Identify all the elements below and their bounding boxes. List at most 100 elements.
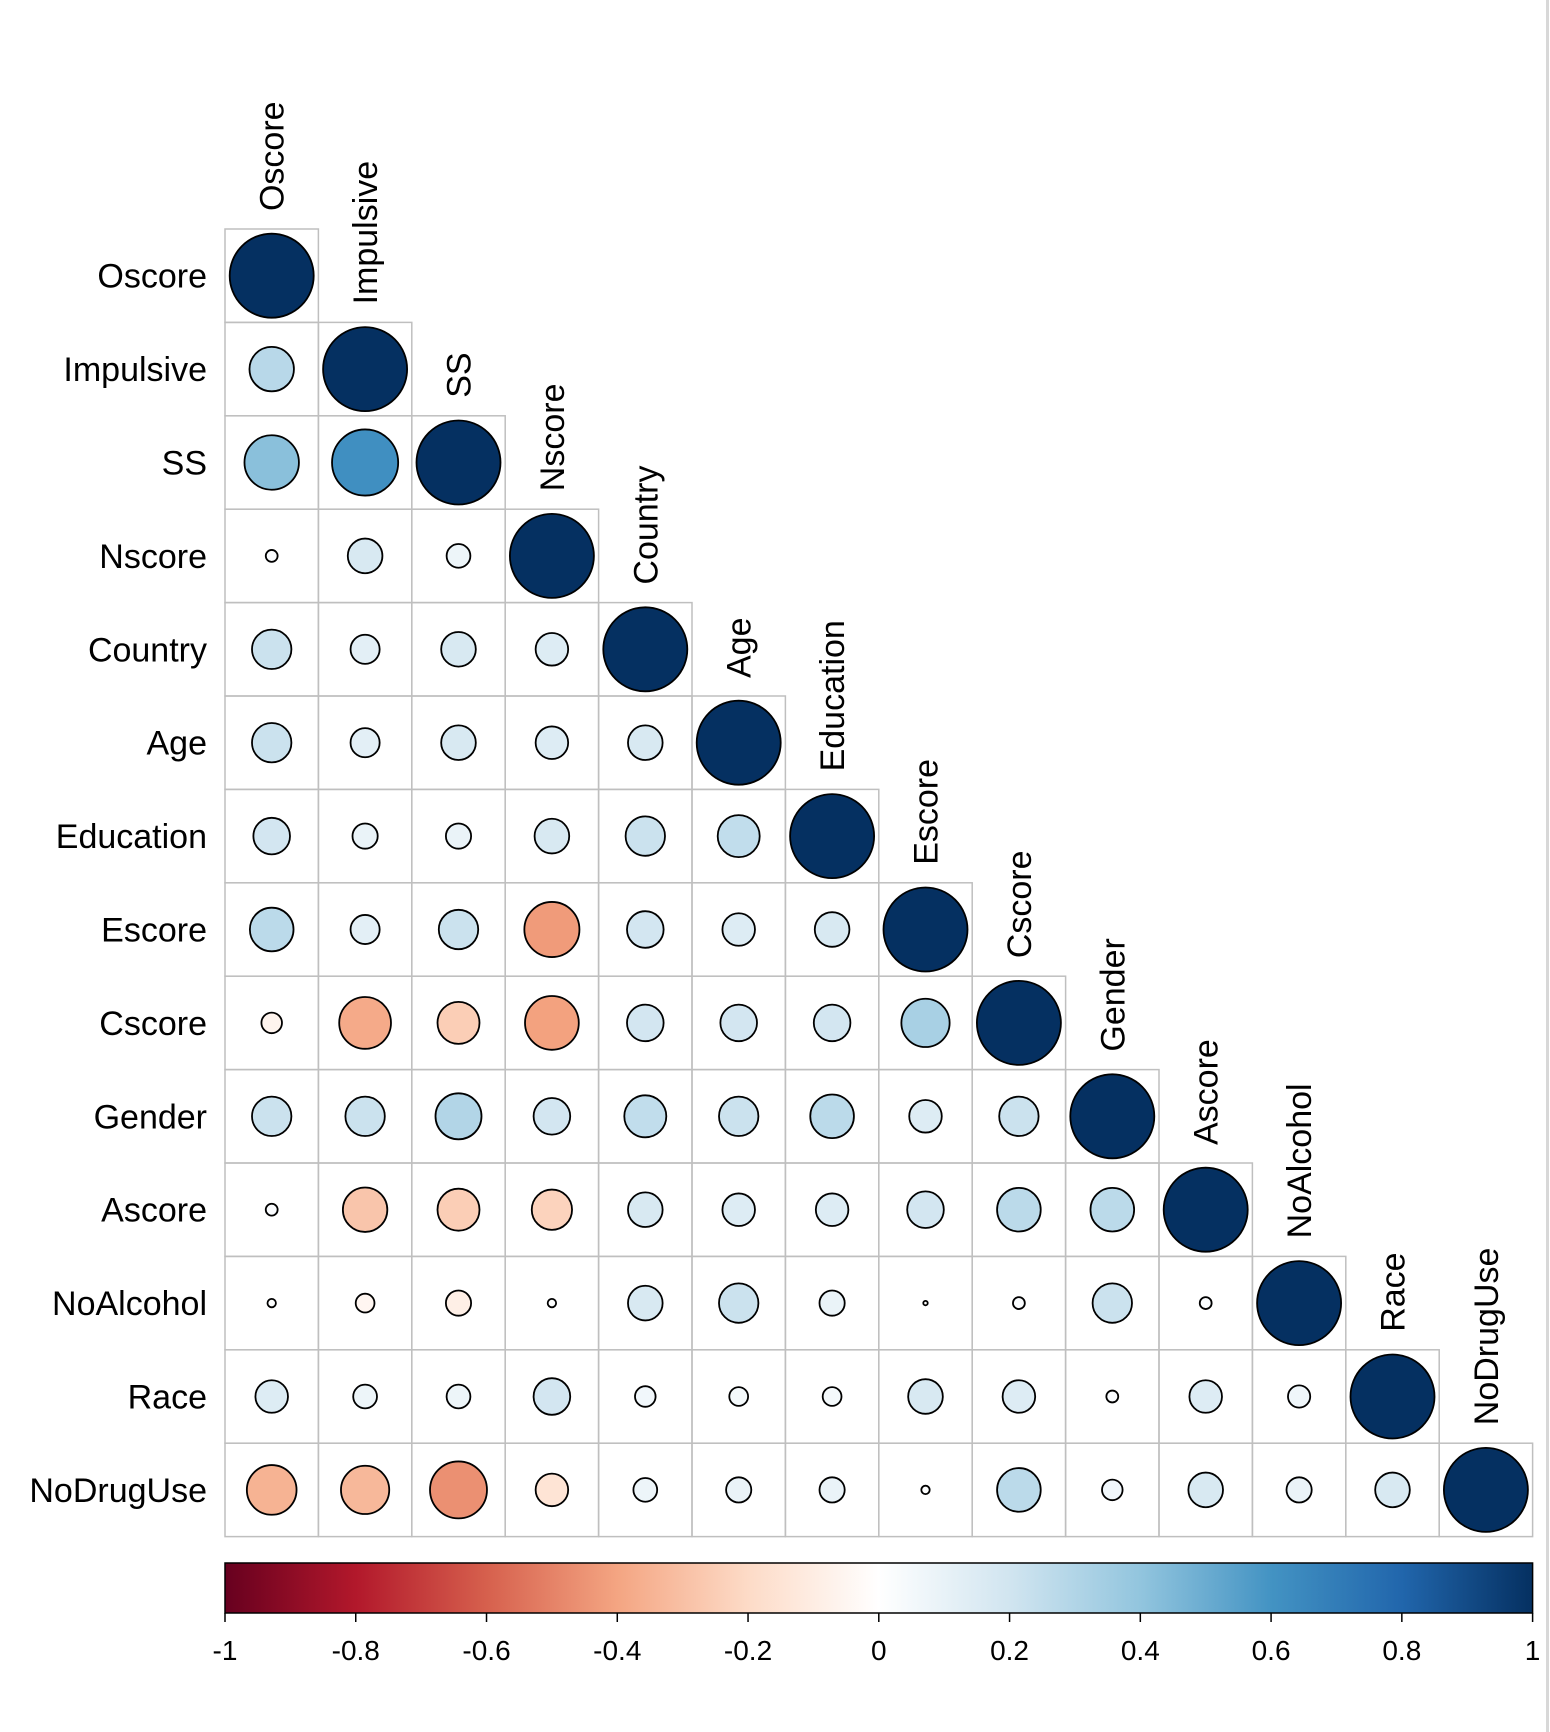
corr-circle-education-oscore bbox=[252, 816, 291, 856]
colorbar-tick-label: 0.4 bbox=[1121, 1635, 1160, 1666]
corr-circle-gender-age bbox=[718, 1095, 760, 1137]
corr-circle-oscore-oscore bbox=[228, 232, 315, 319]
corr-circle-noalcohol-impulsive bbox=[354, 1292, 376, 1314]
corr-circle-race-nscore bbox=[532, 1377, 572, 1416]
corr-circle-cscore-education bbox=[812, 1003, 852, 1043]
corr-circle-noalcohol-ascore bbox=[1198, 1296, 1213, 1310]
corr-circle-escore-ss bbox=[437, 908, 480, 951]
corr-circle-ascore-country bbox=[627, 1191, 664, 1228]
colorbar-tick-label: 0.6 bbox=[1252, 1635, 1291, 1666]
colorbar-tick-label: -0.6 bbox=[462, 1635, 510, 1666]
colorbar: -1 -0.8 -0.6 -0.4 -0.2 0 0.2 0.4 0.6 0.8 1 bbox=[213, 1562, 1541, 1666]
colorbar-tick-label: -0.4 bbox=[593, 1635, 641, 1666]
corr-circle-noalcohol-cscore bbox=[1012, 1296, 1026, 1310]
corr-circle-cscore-country bbox=[626, 1003, 665, 1043]
corr-circle-race-country bbox=[634, 1385, 657, 1408]
row-label-noalcohol: NoAlcohol bbox=[52, 1285, 207, 1323]
corr-circle-escore-country bbox=[626, 910, 665, 949]
corr-circle-escore-age bbox=[721, 912, 756, 947]
col-label-gender: Gender bbox=[1094, 938, 1132, 1051]
corr-circle-race-oscore bbox=[254, 1379, 289, 1414]
page-edge-divider bbox=[1546, 0, 1549, 1732]
corr-circle-escore-education bbox=[813, 911, 851, 948]
colorbar-tick-label: 0.8 bbox=[1382, 1635, 1421, 1666]
corr-circle-country-country bbox=[602, 606, 689, 693]
col-label-race: Race bbox=[1375, 1252, 1413, 1331]
corr-circle-nodruguse-escore bbox=[920, 1484, 931, 1496]
col-label-nscore: Nscore bbox=[534, 383, 572, 491]
corr-circle-noalcohol-education bbox=[818, 1289, 846, 1317]
corr-circle-noalcohol-age bbox=[718, 1282, 760, 1324]
col-label-ss: SS bbox=[441, 352, 479, 397]
row-label-country: Country bbox=[88, 631, 207, 669]
col-label-impulsive: Impulsive bbox=[347, 161, 385, 305]
corr-circle-nscore-impulsive bbox=[346, 537, 384, 575]
correlation-circles bbox=[228, 232, 1529, 1533]
row-label-nodruguse: NoDrugUse bbox=[29, 1472, 207, 1510]
row-label-oscore: Oscore bbox=[97, 258, 207, 296]
colorbar-tick-label: -1 bbox=[213, 1635, 238, 1666]
corr-circle-nodruguse-cscore bbox=[996, 1467, 1042, 1513]
corr-circle-escore-escore bbox=[882, 886, 969, 973]
corr-circle-nscore-oscore bbox=[264, 549, 279, 563]
corr-circle-gender-nscore bbox=[532, 1097, 572, 1136]
corr-circle-ascore-escore bbox=[906, 1190, 945, 1229]
corr-circle-education-education bbox=[789, 793, 875, 879]
corr-circle-noalcohol-noalcohol bbox=[1256, 1260, 1342, 1346]
corr-circle-nodruguse-ss bbox=[429, 1460, 488, 1520]
corr-circle-race-escore bbox=[907, 1378, 944, 1415]
corr-circle-education-nscore bbox=[533, 817, 571, 855]
corr-circle-cscore-age bbox=[719, 1003, 758, 1043]
corr-circle-age-oscore bbox=[251, 722, 293, 764]
corr-circle-ss-impulsive bbox=[331, 428, 400, 497]
corr-circle-noalcohol-nscore bbox=[546, 1298, 558, 1309]
corr-circle-ss-ss bbox=[415, 419, 502, 506]
corr-circle-noalcohol-gender bbox=[1091, 1282, 1133, 1324]
corr-circle-ascore-gender bbox=[1089, 1186, 1136, 1233]
corr-circle-ascore-ss bbox=[436, 1187, 481, 1232]
corr-circle-ascore-ascore bbox=[1162, 1166, 1249, 1253]
corr-circle-cscore-nscore bbox=[524, 995, 580, 1051]
corr-circle-gender-cscore bbox=[998, 1095, 1040, 1137]
colorbar-tick-label: -0.2 bbox=[724, 1635, 772, 1666]
corr-circle-impulsive-oscore bbox=[248, 345, 295, 393]
corr-circle-race-education bbox=[821, 1386, 843, 1407]
corr-circle-race-noalcohol bbox=[1287, 1384, 1312, 1409]
colorbar-tick-label: 1 bbox=[1525, 1635, 1541, 1666]
colorbar-gradient bbox=[224, 1562, 1534, 1614]
corr-circle-nodruguse-noalcohol bbox=[1285, 1476, 1313, 1504]
corr-circle-gender-impulsive bbox=[344, 1095, 386, 1137]
corr-circle-gender-oscore bbox=[251, 1095, 293, 1137]
row-label-escore: Escore bbox=[101, 912, 207, 950]
corr-circle-gender-education bbox=[809, 1093, 855, 1140]
corr-circle-education-ss bbox=[444, 822, 472, 850]
corr-circle-escore-oscore bbox=[248, 906, 295, 953]
corr-circle-education-impulsive bbox=[351, 822, 379, 850]
corr-circle-country-impulsive bbox=[349, 633, 381, 665]
corr-circle-nodruguse-impulsive bbox=[340, 1464, 391, 1515]
corr-circle-nodruguse-education bbox=[818, 1476, 846, 1504]
corr-circle-country-nscore bbox=[534, 632, 570, 667]
corr-circle-noalcohol-oscore bbox=[266, 1298, 277, 1309]
corr-circle-nodruguse-gender bbox=[1101, 1478, 1124, 1502]
row-labels: Oscore Impulsive SS Nscore Country Age Educati… bbox=[29, 258, 207, 1510]
corr-circle-nscore-nscore bbox=[509, 513, 595, 599]
corr-circle-ascore-education bbox=[814, 1192, 850, 1227]
row-label-education: Education bbox=[56, 818, 207, 856]
corr-circle-age-ss bbox=[440, 724, 477, 761]
corr-circle-nscore-ss bbox=[445, 543, 472, 569]
col-label-cscore: Cscore bbox=[1001, 850, 1039, 958]
corr-circle-cscore-ss bbox=[436, 1001, 481, 1045]
col-label-oscore: Oscore bbox=[254, 101, 292, 211]
corr-circle-ascore-cscore bbox=[996, 1186, 1042, 1233]
corr-circle-nodruguse-nodruguse bbox=[1443, 1447, 1529, 1533]
corr-circle-gender-escore bbox=[908, 1099, 943, 1134]
corr-circle-age-country bbox=[627, 724, 664, 761]
corr-circle-nodruguse-oscore bbox=[245, 1464, 298, 1516]
row-label-ascore: Ascore bbox=[101, 1192, 207, 1230]
corr-circle-cscore-oscore bbox=[260, 1011, 283, 1035]
corr-circle-nodruguse-country bbox=[632, 1477, 659, 1503]
col-label-country: Country bbox=[627, 466, 665, 585]
colorbar-tick-label: 0 bbox=[871, 1635, 887, 1666]
